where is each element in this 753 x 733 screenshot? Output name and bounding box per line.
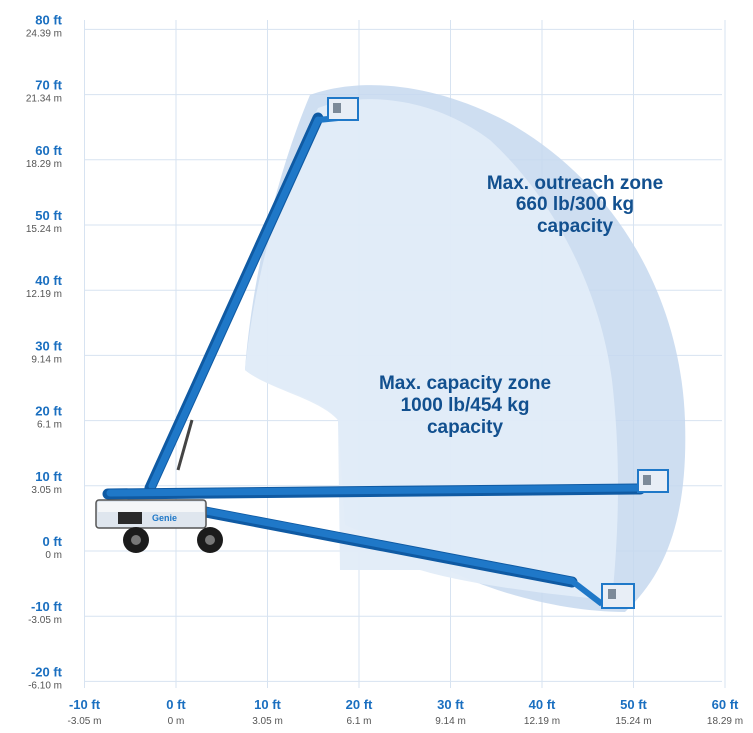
- y-tick-m: 0 m: [45, 550, 62, 561]
- y-tick-ft: 10 ft: [35, 469, 62, 484]
- y-tick-m: -6.10 m: [28, 680, 62, 691]
- x-tick-m: 12.19 m: [524, 716, 560, 727]
- platform-lower: [601, 583, 635, 609]
- y-tick-ft: 80 ft: [35, 12, 62, 27]
- y-tick-m: -3.05 m: [28, 615, 62, 626]
- x-tick-ft: 0 ft: [166, 697, 186, 712]
- capacity-zone-label: Max. capacity zone 1000 lb/454 kg capaci…: [379, 373, 551, 438]
- outreach-zone-capacity: 660 lb/300 kg: [516, 194, 634, 215]
- x-tick-m: 9.14 m: [435, 716, 466, 727]
- y-tick-m: 21.34 m: [26, 94, 62, 105]
- y-tick-ft: 70 ft: [35, 78, 62, 93]
- y-tick-ft: 20 ft: [35, 404, 62, 419]
- y-tick-m: 9.14 m: [31, 354, 62, 365]
- y-tick-m: 24.39 m: [26, 28, 62, 39]
- y-tick-ft: -10 ft: [31, 599, 63, 614]
- y-tick-ft: 50 ft: [35, 208, 62, 223]
- y-tick-m: 12.19 m: [26, 289, 62, 300]
- x-tick-ft: 30 ft: [437, 697, 464, 712]
- max-capacity-zone: [245, 99, 618, 600]
- y-tick-m: 3.05 m: [31, 485, 62, 496]
- boom-lower: [189, 504, 604, 607]
- x-tick-m: 3.05 m: [252, 716, 283, 727]
- y-tick-ft: 30 ft: [35, 338, 62, 353]
- y-tick-ft: 0 ft: [43, 534, 63, 549]
- x-tick-m: 0 m: [168, 716, 185, 727]
- y-tick-ft: -20 ft: [31, 664, 63, 679]
- y-tick-ft: 40 ft: [35, 273, 62, 288]
- x-tick-m: 15.24 m: [615, 716, 651, 727]
- machine-brand-label: Genie: [152, 513, 177, 523]
- x-tick-ft: -10 ft: [69, 697, 101, 712]
- y-tick-ft: 60 ft: [35, 143, 62, 158]
- x-tick-ft: 50 ft: [620, 697, 647, 712]
- x-tick-ft: 60 ft: [712, 697, 739, 712]
- x-axis-labels: -10 ft -3.05 m 0 ft 0 m 10 ft 3.05 m 20 ft 6.1 …: [68, 697, 744, 727]
- x-tick-ft: 40 ft: [529, 697, 556, 712]
- y-tick-m: 15.24 m: [26, 224, 62, 235]
- outreach-zone-capacity-word: capacity: [537, 216, 613, 237]
- y-tick-m: 6.1 m: [37, 420, 62, 431]
- x-tick-m: 6.1 m: [346, 716, 371, 727]
- outreach-zone-title: Max. outreach zone: [487, 173, 663, 194]
- x-tick-ft: 20 ft: [346, 697, 373, 712]
- x-tick-m: 18.29 m: [707, 716, 743, 727]
- boom-horizontal: [102, 483, 646, 500]
- x-tick-m: -3.05 m: [68, 716, 102, 727]
- outreach-zone-label: Max. outreach zone 660 lb/300 kg capacit…: [487, 173, 663, 237]
- y-tick-m: 18.29 m: [26, 159, 62, 170]
- capacity-zone-capacity: 1000 lb/454 kg: [401, 395, 530, 416]
- machine-chassis: Genie: [95, 499, 223, 553]
- x-tick-ft: 10 ft: [254, 697, 281, 712]
- capacity-zone-title: Max. capacity zone: [379, 373, 551, 394]
- platform-horizontal: [637, 469, 669, 493]
- platform-top: [327, 97, 359, 121]
- capacity-zone-capacity-word: capacity: [427, 417, 503, 438]
